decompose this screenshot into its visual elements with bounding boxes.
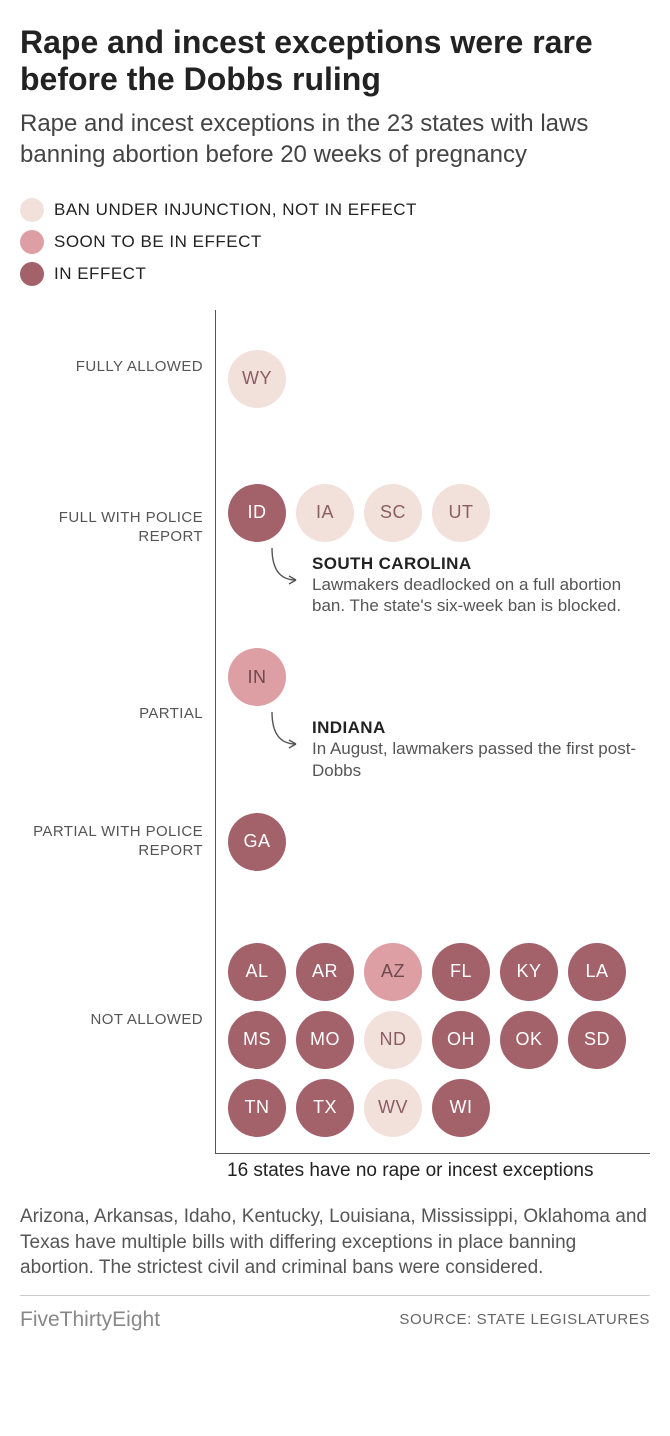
state-bubble-la: LA <box>568 943 626 1001</box>
state-bubble-sc: SC <box>364 484 422 542</box>
annotation-arrow-icon <box>266 546 306 594</box>
brand-name: FiveThirtyEight <box>20 1308 160 1332</box>
category-data: IN INDIANAIn August, lawmakers passed the… <box>215 632 650 797</box>
bubbles-wrap: ALARAZFLKYLA MSMONDOHOKSD TNTXWVWI <box>228 937 626 1143</box>
category-label: PARTIAL <box>20 632 215 797</box>
chart-baseline <box>215 1153 650 1154</box>
footer: FiveThirtyEight SOURCE: STATE LEGISLATUR… <box>20 1308 650 1332</box>
annotation-arrow-icon <box>266 710 306 758</box>
state-bubble-al: AL <box>228 943 286 1001</box>
category-row: FULLY ALLOWEDWY <box>20 310 650 424</box>
category-data: WY <box>215 310 650 424</box>
state-bubble-in: IN <box>228 648 286 706</box>
annotation-in: INDIANAIn August, lawmakers passed the f… <box>228 718 650 781</box>
state-bubble-ar: AR <box>296 943 354 1001</box>
state-bubble-ia: IA <box>296 484 354 542</box>
category-label: FULLY ALLOWED <box>20 310 215 424</box>
category-data: GA <box>215 797 650 887</box>
state-bubble-nd: ND <box>364 1011 422 1069</box>
state-bubble-wi: WI <box>432 1079 490 1137</box>
legend-label: SOON TO BE IN EFFECT <box>54 232 262 252</box>
state-bubble-fl: FL <box>432 943 490 1001</box>
footnote: Arizona, Arkansas, Idaho, Kentucky, Loui… <box>20 1204 650 1296</box>
category-data: IDIASCUTSOUTH CAROLINALawmakers deadlock… <box>215 424 650 633</box>
legend: BAN UNDER INJUNCTION, NOT IN EFFECT SOON … <box>20 198 650 286</box>
legend-item: IN EFFECT <box>20 262 650 286</box>
state-bubble-az: AZ <box>364 943 422 1001</box>
state-bubble-tn: TN <box>228 1079 286 1137</box>
chart-area: FULLY ALLOWEDWYFULL WITH POLICE REPORTID… <box>20 310 650 1182</box>
state-bubble-id: ID <box>228 484 286 542</box>
annotation-sc: SOUTH CAROLINALawmakers deadlocked on a … <box>228 554 650 617</box>
category-row: PARTIAL WITH POLICE REPORTGA <box>20 797 650 887</box>
state-bubble-ms: MS <box>228 1011 286 1069</box>
annotation-body: Lawmakers deadlocked on a full abortion … <box>312 574 650 617</box>
category-row: NOT ALLOWEDALARAZFLKYLAMSMONDOHOKSDTNTXW… <box>20 887 650 1153</box>
state-bubble-ga: GA <box>228 813 286 871</box>
annotation-body: In August, lawmakers passed the first po… <box>312 738 650 781</box>
category-label: PARTIAL WITH POLICE REPORT <box>20 797 215 887</box>
bubbles-wrap: IN <box>228 642 626 712</box>
category-label: NOT ALLOWED <box>20 887 215 1153</box>
chart-title: Rape and incest exceptions were rare bef… <box>20 24 650 98</box>
annotation-title: INDIANA <box>312 718 650 738</box>
source-text: SOURCE: STATE LEGISLATURES <box>399 1311 650 1328</box>
category-row: FULL WITH POLICE REPORTIDIASCUTSOUTH CAR… <box>20 424 650 633</box>
bottom-note: 16 states have no rape or incest excepti… <box>227 1160 650 1182</box>
chart-subtitle: Rape and incest exceptions in the 23 sta… <box>20 108 650 170</box>
category-label: FULL WITH POLICE REPORT <box>20 424 215 633</box>
state-bubble-wy: WY <box>228 350 286 408</box>
state-bubble-tx: TX <box>296 1079 354 1137</box>
category-data: ALARAZFLKYLA MSMONDOHOKSD TNTXWVWI <box>215 887 650 1153</box>
bubbles-wrap: IDIASCUT <box>228 478 626 548</box>
state-bubble-ok: OK <box>500 1011 558 1069</box>
legend-item: SOON TO BE IN EFFECT <box>20 230 650 254</box>
annotation-title: SOUTH CAROLINA <box>312 554 650 574</box>
state-bubble-ky: KY <box>500 943 558 1001</box>
legend-swatch <box>20 230 44 254</box>
legend-item: BAN UNDER INJUNCTION, NOT IN EFFECT <box>20 198 650 222</box>
state-bubble-oh: OH <box>432 1011 490 1069</box>
state-bubble-mo: MO <box>296 1011 354 1069</box>
state-bubble-ut: UT <box>432 484 490 542</box>
category-row: PARTIALIN INDIANAIn August, lawmakers pas… <box>20 632 650 797</box>
bubbles-wrap: GA <box>228 807 626 877</box>
state-bubble-wv: WV <box>364 1079 422 1137</box>
legend-label: BAN UNDER INJUNCTION, NOT IN EFFECT <box>54 200 417 220</box>
legend-swatch <box>20 262 44 286</box>
bubbles-wrap: WY <box>228 344 626 414</box>
state-bubble-sd: SD <box>568 1011 626 1069</box>
legend-swatch <box>20 198 44 222</box>
legend-label: IN EFFECT <box>54 264 146 284</box>
